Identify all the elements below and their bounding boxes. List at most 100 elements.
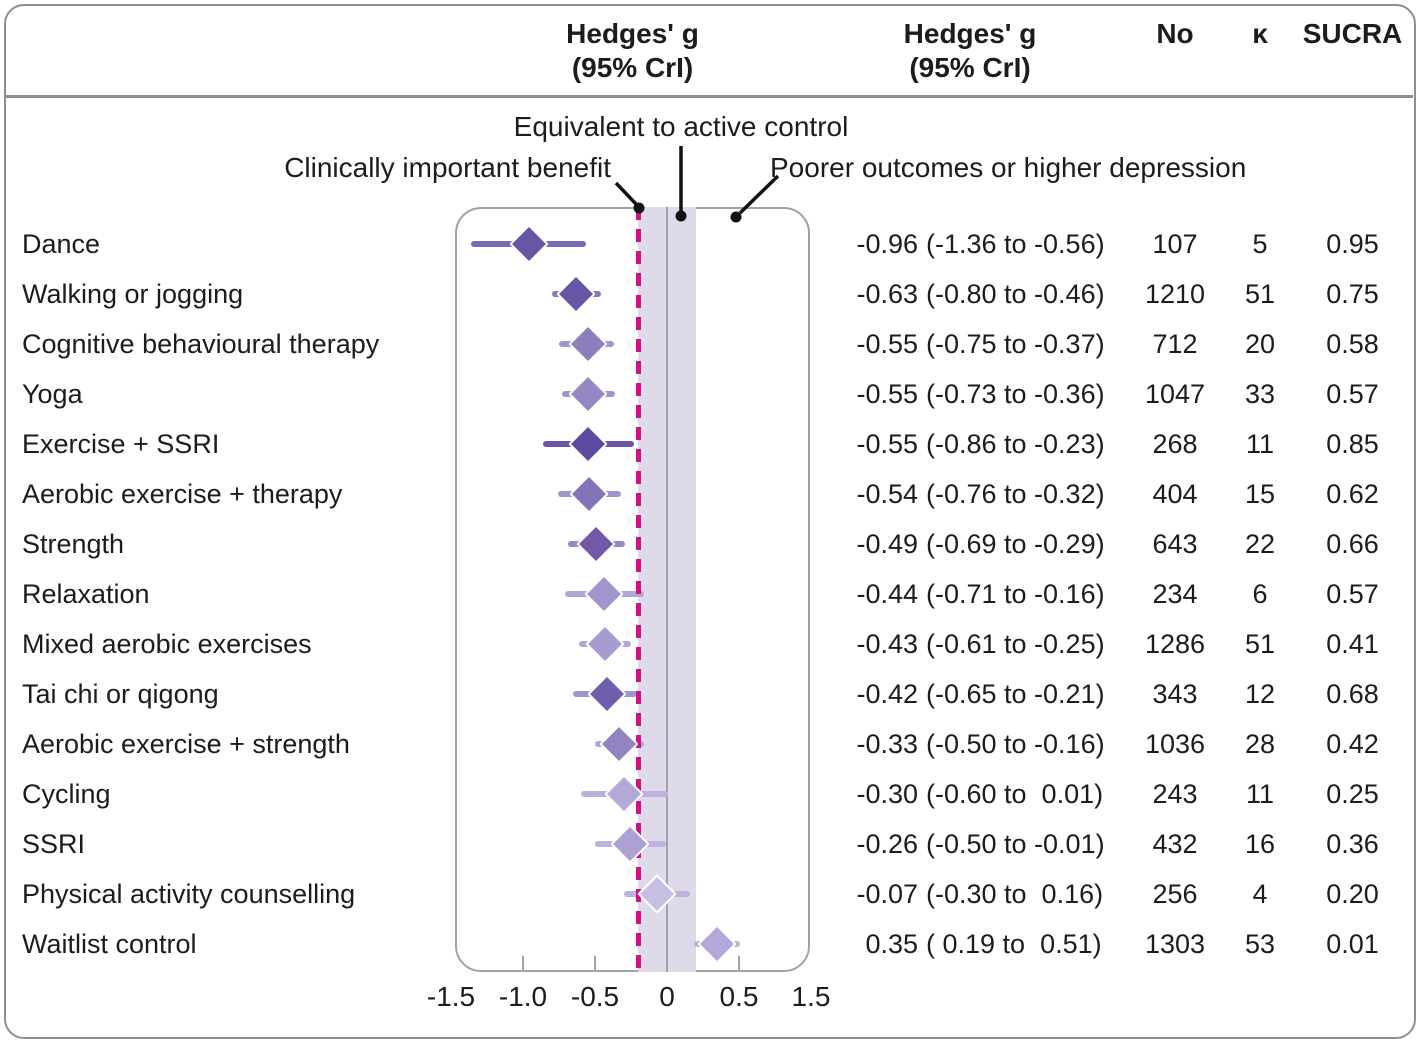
- column-header-hedges-g-values: Hedges' g (95% CrI): [820, 17, 1120, 85]
- row-label: Tai chi or qigong: [22, 679, 219, 709]
- x-tick-label: 0.5: [719, 981, 759, 1012]
- k-value: 51: [1244, 629, 1276, 659]
- sucra-value: 0.95: [1326, 229, 1379, 259]
- effect-ci: (-0.86 to -0.23): [926, 429, 1105, 459]
- sucra-value: 0.75: [1326, 279, 1379, 309]
- annotation-poorer-outcomes: Poorer outcomes or higher depression: [770, 152, 1247, 183]
- header-line1: Hedges' g: [903, 18, 1037, 49]
- effect-ci: (-0.50 to -0.01): [926, 829, 1105, 859]
- sucra-value: 0.42: [1326, 729, 1379, 759]
- effect-ci: (-0.75 to -0.37): [926, 329, 1105, 359]
- header-divider: [5, 95, 1413, 98]
- effect-estimate: -0.44: [856, 579, 918, 609]
- effect-estimate: -0.33: [856, 729, 918, 759]
- effect-estimate: -0.96: [856, 229, 918, 259]
- row-label: Physical activity counselling: [22, 879, 356, 909]
- effect-estimate: -0.49: [856, 529, 918, 559]
- k-value: 33: [1244, 379, 1276, 409]
- clinical-benefit-dashed-line: [635, 207, 641, 972]
- n-value: 1303: [1144, 929, 1206, 959]
- sucra-value: 0.85: [1326, 429, 1379, 459]
- zero-line: [665, 207, 669, 972]
- row-label: Exercise + SSRI: [22, 429, 220, 459]
- sucra-value: 0.68: [1326, 679, 1379, 709]
- k-value: 6: [1252, 579, 1268, 609]
- x-tick-label: -1.5: [426, 981, 476, 1012]
- n-value: 1210: [1144, 279, 1206, 309]
- row-label: Cognitive behavioural therapy: [22, 329, 380, 359]
- effect-estimate: -0.42: [856, 679, 918, 709]
- k-value: 11: [1245, 429, 1275, 459]
- k-value: 51: [1244, 279, 1276, 309]
- header-line1: Hedges' g: [566, 18, 699, 49]
- effect-ci: (-0.50 to -0.16): [926, 729, 1105, 759]
- effect-ci: (-0.60 to 0.01): [926, 779, 1104, 809]
- column-header-no: No: [1156, 18, 1194, 49]
- x-tick: [593, 956, 597, 970]
- k-value: 11: [1245, 779, 1275, 809]
- row-label: Mixed aerobic exercises: [22, 629, 312, 659]
- n-value: 343: [1152, 679, 1198, 709]
- n-value: 712: [1152, 329, 1198, 359]
- effect-ci: (-0.80 to -0.46): [926, 279, 1105, 309]
- effect-estimate: -0.26: [856, 829, 918, 859]
- x-tick: [737, 956, 741, 970]
- x-tick-label: 0: [659, 981, 675, 1012]
- n-value: 1036: [1144, 729, 1206, 759]
- n-value: 404: [1152, 479, 1198, 509]
- k-value: 5: [1252, 229, 1268, 259]
- effect-ci: (-0.69 to -0.29): [926, 529, 1105, 559]
- n-value: 256: [1152, 879, 1198, 909]
- n-value: 643: [1152, 529, 1198, 559]
- column-header-hedges-g-plot: Hedges' g (95% CrI): [455, 17, 810, 85]
- effect-estimate: -0.55: [856, 429, 918, 459]
- effect-ci: (-0.71 to -0.16): [926, 579, 1105, 609]
- effect-ci: (-0.76 to -0.32): [926, 479, 1105, 509]
- effect-estimate: 0.35: [865, 929, 918, 959]
- row-label: Aerobic exercise + therapy: [22, 479, 343, 509]
- effect-estimate: -0.30: [856, 779, 918, 809]
- sucra-value: 0.57: [1326, 379, 1379, 409]
- n-value: 1286: [1144, 629, 1206, 659]
- row-label: Strength: [22, 529, 125, 559]
- k-value: 53: [1244, 929, 1276, 959]
- k-value: 16: [1244, 829, 1276, 859]
- effect-estimate: -0.43: [856, 629, 918, 659]
- sucra-value: 0.62: [1326, 479, 1379, 509]
- row-label: Cycling: [22, 779, 111, 809]
- column-header-kappa: κ: [1252, 18, 1268, 49]
- k-value: 12: [1244, 679, 1276, 709]
- effect-estimate: -0.55: [856, 329, 918, 359]
- row-label: Yoga: [22, 379, 83, 409]
- sucra-value: 0.36: [1326, 829, 1379, 859]
- effect-estimate: -0.54: [856, 479, 918, 509]
- sucra-value: 0.66: [1326, 529, 1379, 559]
- k-value: 15: [1244, 479, 1276, 509]
- k-value: 20: [1244, 329, 1276, 359]
- sucra-value: 0.25: [1326, 779, 1379, 809]
- effect-estimate: -0.63: [856, 279, 918, 309]
- sucra-value: 0.01: [1326, 929, 1379, 959]
- row-label: Waitlist control: [22, 929, 197, 959]
- effect-ci: (-0.61 to -0.25): [926, 629, 1105, 659]
- k-value: 22: [1244, 529, 1276, 559]
- n-value: 268: [1152, 429, 1198, 459]
- column-header-sucra: SUCRA: [1302, 18, 1403, 49]
- effect-estimate: -0.07: [856, 879, 918, 909]
- header-line2: (95% CrI): [909, 52, 1031, 83]
- header-line2: (95% CrI): [571, 52, 694, 83]
- n-value: 234: [1152, 579, 1198, 609]
- row-label: Relaxation: [22, 579, 150, 609]
- sucra-value: 0.20: [1326, 879, 1379, 909]
- effect-estimate: -0.55: [856, 379, 918, 409]
- n-value: 1047: [1144, 379, 1206, 409]
- x-tick-label: 1.5: [791, 981, 831, 1012]
- effect-ci: (-0.65 to -0.21): [926, 679, 1105, 709]
- sucra-value: 0.41: [1326, 629, 1379, 659]
- annotation-equivalent-to-active-control: Equivalent to active control: [513, 111, 849, 142]
- annotation-clinically-important-benefit: Clinically important benefit: [284, 152, 611, 183]
- row-label: Aerobic exercise + strength: [22, 729, 350, 759]
- k-value: 4: [1252, 879, 1268, 909]
- x-tick-label: -1.0: [498, 981, 548, 1012]
